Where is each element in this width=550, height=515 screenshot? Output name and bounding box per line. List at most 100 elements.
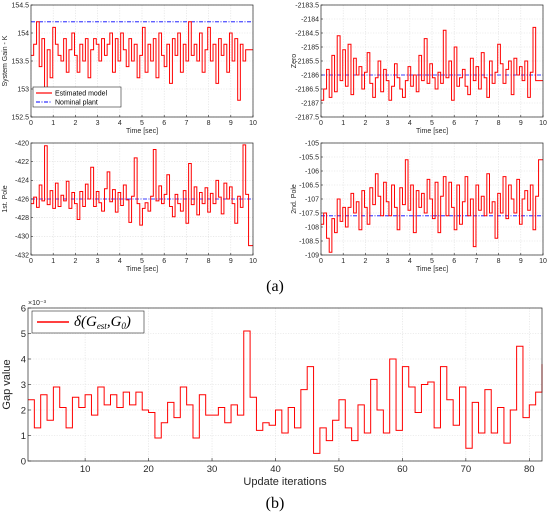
x-tick-label: 80 [524,464,535,475]
y-tick-label: -109 [305,252,319,259]
x-tick-label: 30 [207,464,218,475]
x-tick-label: 6 [162,258,166,265]
y-tick-label: -432 [15,252,29,259]
y-axis-label: 1st. Pole [2,185,9,212]
y-tick-label: 152.5 [11,114,29,121]
x-tick-label: 2 [363,120,367,127]
x-tick-label: 6 [162,120,166,127]
x-tick-label: 50 [334,464,345,475]
y-tick-label: -430 [15,234,29,241]
x-tick-label: 10 [249,120,257,127]
y-tick-label: -2185 [301,44,319,51]
x-tick-label: 3 [386,258,390,265]
x-tick-label: 7 [184,258,188,265]
x-tick-label: 40 [270,464,281,475]
y-tick-label: 0 [21,456,26,467]
y-tick-label: 1 [21,431,26,442]
y-tick-label: -428 [15,215,29,222]
y-tick-label: -107.5 [299,210,319,217]
series-line-pole2 [321,159,543,253]
x-tick-label: 3 [96,120,100,127]
x-tick-label: 10 [539,258,547,265]
x-tick-label: 7 [184,120,188,127]
chart-gain: 0 1 2 3 4 5 6 7 8 9 10 152.5 153 153.5 154 154.5 Time [s… [2,2,257,135]
y-tick-label: -420 [15,140,29,147]
legend-box [32,86,122,108]
x-axis-label: Time [sec] [126,266,158,273]
x-tick-label: 2 [73,258,77,265]
y-tick-label: -108 [305,224,319,231]
y-tick-label: 4 [21,354,26,365]
y-tick-label: -2184 [301,16,319,23]
x-tick-label: 9 [229,258,233,265]
chart-pole1: 0 1 2 3 4 5 6 7 8 9 10 -432 -430 -428 -426 -424 -422 -420… [2,140,257,273]
x-tick-label: 3 [96,258,100,265]
chart-pole2: 0 1 2 3 4 5 6 7 8 9 10 -109 -108.5 -108 -107.5 -107 -106… [291,140,547,273]
y-tick-label: -426 [15,196,29,203]
caption-a: (a) [266,278,284,295]
y-axis-label: Gap value [1,359,13,409]
chart-zero: 0 1 2 3 4 5 6 7 8 9 10 -2187.5 -2187 -2186.5 -2186 -218… [291,2,547,135]
x-tick-label: 0 [319,120,323,127]
x-tick-label: 8 [207,258,211,265]
y-tick-label: -2185.5 [295,58,319,65]
x-tick-label: 5 [430,120,434,127]
x-tick-label: 4 [408,120,412,127]
y-tick-label: 153 [17,86,29,93]
y-tick-label: 2 [21,405,26,416]
y-tick-label: -105.5 [299,154,319,161]
x-axis-label: Time [sec] [416,266,448,273]
series-line-gain [31,21,253,101]
caption-b: (b) [266,495,285,512]
y-tick-label: -107 [305,196,319,203]
x-tick-label: 4 [408,258,412,265]
y-tick-label: -2186.5 [295,86,319,93]
x-tick-label: 5 [140,258,144,265]
y-tick-label: -2187.5 [295,114,319,121]
x-tick-label: 10 [249,258,257,265]
x-tick-label: 3 [386,120,390,127]
x-tick-label: 7 [474,120,478,127]
y-tick-label: -106.5 [299,182,319,189]
x-tick-label: 8 [497,120,501,127]
x-axis-label: Time [sec] [416,128,448,135]
legend-label-nominal: Nominal plant [55,99,98,106]
y-tick-label: -108.5 [299,238,319,245]
y-tick-label: 154.5 [11,2,29,9]
legend: δ(Gest,G0) [31,310,145,334]
y-tick-label: 3 [21,380,26,391]
y-tick-label: -106 [305,168,319,175]
x-tick-label: 2 [73,120,77,127]
x-tick-label: 6 [452,258,456,265]
x-tick-label: 8 [497,258,501,265]
x-tick-label: 60 [397,464,408,475]
x-tick-label: 4 [118,120,122,127]
y-tick-label: 153.5 [11,58,29,65]
grid-lines [320,142,544,256]
chart-gap: 10 20 30 40 50 60 70 80 0 1 2 3 4 5 6 Update iterations… [1,300,543,488]
x-tick-label: 7 [474,258,478,265]
x-tick-label: 4 [118,258,122,265]
x-tick-label: 1 [51,258,55,265]
y-exponent-label: ×10⁻³ [28,300,47,307]
legend: Estimated model Nominal plant [32,86,122,108]
y-tick-label: -2184.5 [295,30,319,37]
y-tick-label: -2186 [301,72,319,79]
x-tick-label: 0 [319,258,323,265]
x-tick-label: 5 [140,120,144,127]
legend-label-gap: δ(Gest,G0) [74,314,131,331]
legend-label-estimated: Estimated model [55,90,108,97]
x-tick-label: 1 [341,120,345,127]
y-tick-label: -2183.5 [295,2,319,9]
x-tick-label: 1 [341,258,345,265]
y-axis-label: System Gain - K [2,35,9,86]
y-tick-label: 5 [21,329,26,340]
x-tick-label: 20 [143,464,154,475]
x-tick-label: 70 [461,464,472,475]
x-tick-label: 0 [29,120,33,127]
y-tick-label: -2187 [301,100,319,107]
y-tick-label: -422 [15,159,29,166]
y-tick-label: 6 [21,303,26,314]
